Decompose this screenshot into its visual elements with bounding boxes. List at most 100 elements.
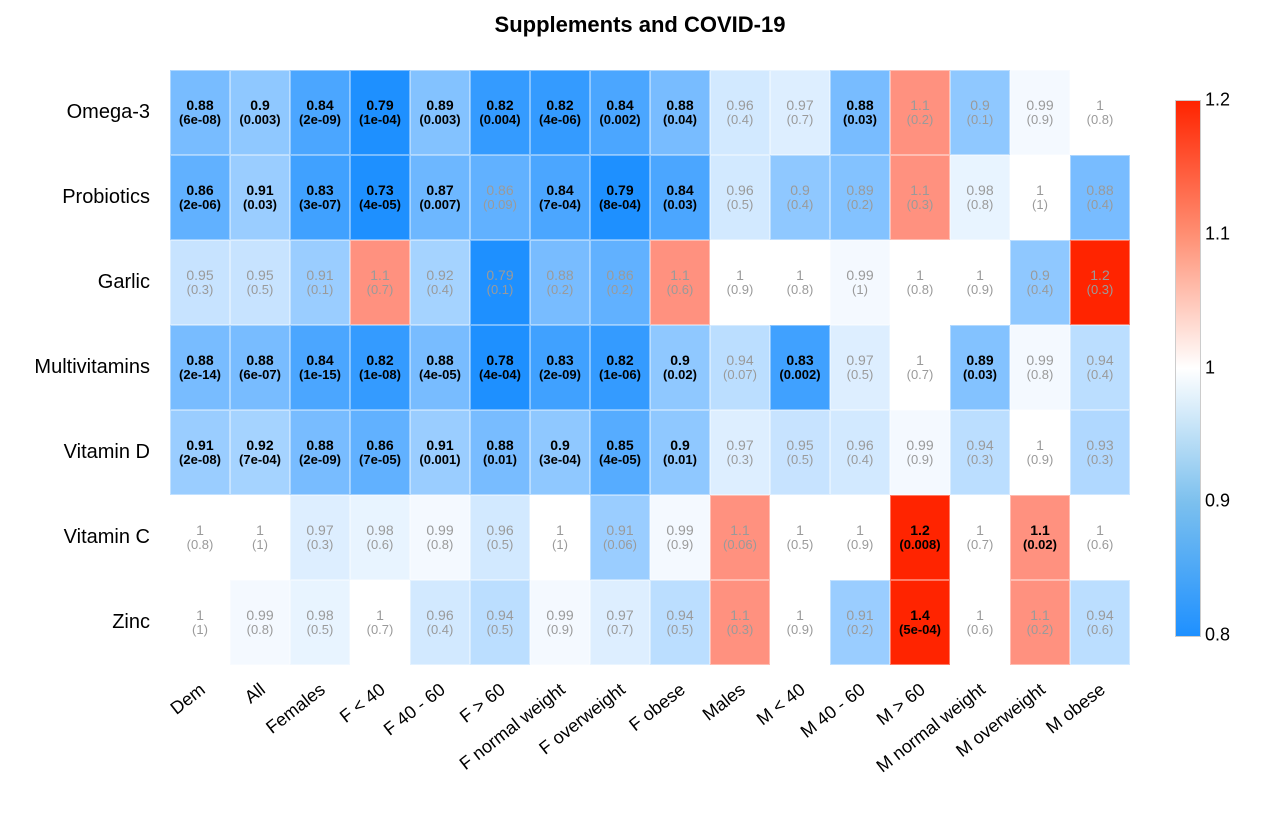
cell-value: 0.88 — [486, 437, 513, 453]
cell-value: 1.2 — [910, 522, 929, 538]
cell-pvalue: (0.001) — [419, 453, 460, 468]
heatmap-cell: 0.99(0.9) — [530, 580, 590, 665]
heatmap-cell: 0.82(4e-06) — [530, 70, 590, 155]
cell-value: 1.2 — [1090, 267, 1109, 283]
cell-value: 0.88 — [426, 352, 453, 368]
cell-pvalue: (0.5) — [307, 623, 334, 638]
heatmap-cell: 0.98(0.6) — [350, 495, 410, 580]
heatmap-cell: 0.9(0.003) — [230, 70, 290, 155]
cell-value: 0.88 — [186, 97, 213, 113]
cell-value: 0.99 — [1026, 352, 1053, 368]
cell-pvalue: (0.9) — [667, 538, 694, 553]
heatmap-cell: 0.84(0.03) — [650, 155, 710, 240]
cell-value: 1 — [796, 607, 804, 623]
cell-value: 1 — [976, 522, 984, 538]
cell-value: 0.99 — [546, 607, 573, 623]
heatmap-cell: 0.9(0.1) — [950, 70, 1010, 155]
heatmap-cell: 0.88(2e-14) — [170, 325, 230, 410]
heatmap-cell: 1(0.9) — [770, 580, 830, 665]
cell-pvalue: (0.6) — [1087, 538, 1114, 553]
cell-pvalue: (0.01) — [663, 453, 697, 468]
row-label: Multivitamins — [0, 356, 150, 379]
cell-value: 1 — [916, 352, 924, 368]
heatmap-cell: 0.91(0.06) — [590, 495, 650, 580]
cell-value: 0.99 — [846, 267, 873, 283]
cell-pvalue: (5e-04) — [899, 623, 941, 638]
heatmap-cell: 1(0.9) — [950, 240, 1010, 325]
cell-value: 1.1 — [370, 267, 389, 283]
heatmap-cell: 1.1(0.2) — [890, 70, 950, 155]
heatmap-cell: 1.1(0.2) — [1010, 580, 1070, 665]
heatmap-cell: 0.91(0.03) — [230, 155, 290, 240]
cell-value: 1.1 — [1030, 607, 1049, 623]
heatmap-cell: 1.1(0.6) — [650, 240, 710, 325]
cell-value: 1 — [256, 522, 264, 538]
heatmap-cell: 0.9(0.4) — [770, 155, 830, 240]
heatmap-cell: 0.79(0.1) — [470, 240, 530, 325]
cell-pvalue: (1) — [852, 283, 868, 298]
cell-value: 0.84 — [666, 182, 693, 198]
row-label: Omega-3 — [0, 101, 150, 124]
heatmap-cell: 0.99(0.9) — [1010, 70, 1070, 155]
heatmap-cell: 0.94(0.5) — [650, 580, 710, 665]
heatmap-cell: 1(0.7) — [950, 495, 1010, 580]
cell-pvalue: (0.7) — [907, 368, 934, 383]
cell-value: 0.95 — [246, 267, 273, 283]
cell-value: 0.91 — [606, 522, 633, 538]
cell-pvalue: (0.3) — [307, 538, 334, 553]
heatmap-cell: 1.1(0.7) — [350, 240, 410, 325]
cell-value: 0.9 — [670, 437, 689, 453]
cell-value: 0.9 — [250, 97, 269, 113]
col-label: M 40 - 60 — [797, 679, 870, 742]
heatmap-cell: 0.83(2e-09) — [530, 325, 590, 410]
cell-value: 0.99 — [246, 607, 273, 623]
heatmap-cell: 0.95(0.5) — [230, 240, 290, 325]
cell-pvalue: (0.6) — [1087, 623, 1114, 638]
heatmap-cell: 0.86(7e-05) — [350, 410, 410, 495]
cell-value: 0.83 — [306, 182, 333, 198]
cell-value: 1 — [976, 267, 984, 283]
cell-pvalue: (0.03) — [663, 198, 697, 213]
heatmap-cell: 1(0.6) — [950, 580, 1010, 665]
cell-value: 0.89 — [846, 182, 873, 198]
heatmap-cell: 0.93(0.3) — [1070, 410, 1130, 495]
col-labels: DemAllFemalesF < 40F 40 - 60F > 60F norm… — [170, 665, 1130, 825]
cell-pvalue: (0.5) — [667, 623, 694, 638]
heatmap-cell: 0.94(0.6) — [1070, 580, 1130, 665]
cell-pvalue: (2e-06) — [179, 198, 221, 213]
cell-pvalue: (2e-09) — [299, 453, 341, 468]
cell-value: 0.87 — [426, 182, 453, 198]
cell-pvalue: (0.5) — [787, 453, 814, 468]
colorbar-tick: 1.2 — [1205, 90, 1230, 111]
cell-pvalue: (4e-06) — [539, 113, 581, 128]
cell-pvalue: (3e-04) — [539, 453, 581, 468]
heatmap-cell: 0.86(0.09) — [470, 155, 530, 240]
cell-pvalue: (0.02) — [663, 368, 697, 383]
cell-value: 1 — [1096, 97, 1104, 113]
cell-pvalue: (0.2) — [847, 198, 874, 213]
heatmap-cell: 1(0.5) — [770, 495, 830, 580]
cell-value: 0.79 — [486, 267, 513, 283]
cell-value: 1 — [196, 607, 204, 623]
cell-pvalue: (0.4) — [1087, 368, 1114, 383]
cell-value: 0.96 — [426, 607, 453, 623]
cell-value: 1 — [856, 522, 864, 538]
heatmap-cell: 0.84(7e-04) — [530, 155, 590, 240]
heatmap-cell: 0.84(0.002) — [590, 70, 650, 155]
cell-value: 0.83 — [546, 352, 573, 368]
cell-value: 1 — [556, 522, 564, 538]
cell-value: 0.9 — [790, 182, 809, 198]
heatmap-cell: 0.94(0.3) — [950, 410, 1010, 495]
col-label: F > 60 — [456, 679, 510, 727]
cell-value: 0.84 — [546, 182, 573, 198]
col-label: Females — [262, 679, 329, 738]
colorbar-tick: 1 — [1205, 357, 1215, 378]
heatmap-cell: 0.82(0.004) — [470, 70, 530, 155]
heatmap-cell: 0.92(0.4) — [410, 240, 470, 325]
cell-value: 1.1 — [910, 182, 929, 198]
colorbar-tick: 0.8 — [1205, 625, 1230, 646]
cell-value: 0.98 — [366, 522, 393, 538]
heatmap-cell: 0.9(3e-04) — [530, 410, 590, 495]
cell-pvalue: (0.9) — [1027, 113, 1054, 128]
cell-pvalue: (0.06) — [603, 538, 637, 553]
